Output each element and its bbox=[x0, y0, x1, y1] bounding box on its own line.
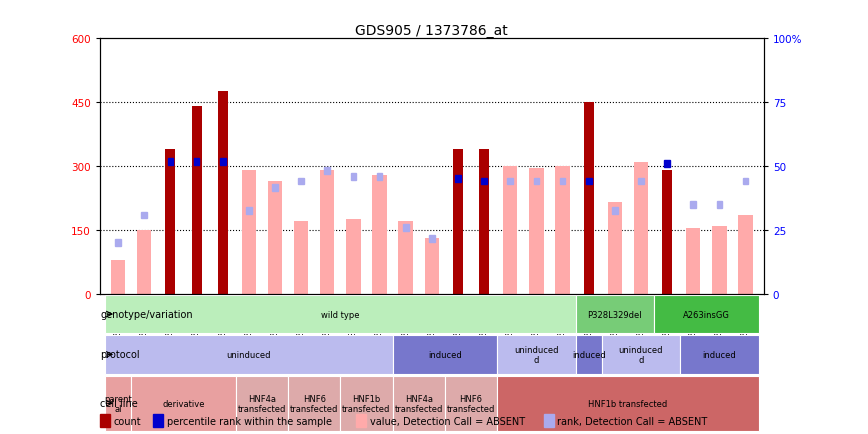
Text: HNF4a
transfected: HNF4a transfected bbox=[395, 394, 443, 413]
Bar bbox=[168, 159, 174, 166]
Bar bbox=[529, 169, 543, 294]
Bar bbox=[194, 159, 200, 166]
Bar bbox=[716, 201, 722, 208]
Bar bbox=[479, 150, 489, 294]
Bar bbox=[294, 222, 308, 294]
Bar bbox=[377, 174, 383, 181]
Bar bbox=[105, 376, 131, 431]
Bar bbox=[664, 161, 670, 168]
Bar bbox=[268, 181, 282, 294]
Bar bbox=[445, 376, 497, 431]
Bar bbox=[105, 335, 392, 374]
Bar bbox=[105, 295, 575, 334]
Bar bbox=[743, 178, 748, 185]
Text: rank, Detection Call = ABSENT: rank, Detection Call = ABSENT bbox=[557, 416, 707, 426]
Bar bbox=[686, 228, 700, 294]
Bar bbox=[608, 203, 622, 294]
Text: induced: induced bbox=[572, 350, 606, 359]
Bar bbox=[612, 208, 618, 215]
Text: count: count bbox=[113, 416, 141, 426]
Text: parent
al: parent al bbox=[104, 394, 132, 413]
Bar bbox=[560, 178, 565, 185]
Bar bbox=[154, 414, 163, 427]
Bar bbox=[340, 376, 392, 431]
Bar bbox=[602, 335, 681, 374]
Bar bbox=[218, 92, 227, 294]
Bar bbox=[115, 240, 121, 247]
Text: HNF6
transfected: HNF6 transfected bbox=[447, 394, 496, 413]
Bar bbox=[453, 150, 463, 294]
Bar bbox=[497, 376, 759, 431]
Bar bbox=[575, 295, 654, 334]
Bar bbox=[272, 184, 278, 191]
Bar bbox=[713, 226, 727, 294]
Text: HNF1b
transfected: HNF1b transfected bbox=[342, 394, 391, 413]
Text: uninduced: uninduced bbox=[227, 350, 271, 359]
Bar bbox=[534, 178, 539, 185]
Bar bbox=[392, 376, 445, 431]
Bar bbox=[503, 167, 517, 294]
Bar bbox=[403, 225, 409, 232]
Text: induced: induced bbox=[428, 350, 462, 359]
Bar bbox=[241, 171, 256, 294]
Bar bbox=[131, 376, 236, 431]
Text: HNF1b transfected: HNF1b transfected bbox=[589, 399, 667, 408]
Bar bbox=[220, 159, 226, 166]
Bar bbox=[583, 103, 594, 294]
Bar bbox=[481, 178, 487, 185]
Bar bbox=[690, 201, 696, 208]
Bar bbox=[357, 414, 366, 427]
Bar bbox=[497, 335, 575, 374]
Bar bbox=[372, 175, 387, 294]
Bar bbox=[662, 171, 672, 294]
Text: derivative: derivative bbox=[162, 399, 205, 408]
Bar bbox=[166, 150, 175, 294]
Text: P328L329del: P328L329del bbox=[588, 310, 642, 319]
Bar bbox=[192, 107, 201, 294]
Bar bbox=[299, 178, 304, 185]
Bar bbox=[141, 212, 148, 219]
Bar bbox=[346, 220, 360, 294]
Bar bbox=[246, 208, 252, 215]
Text: uninduced
d: uninduced d bbox=[514, 345, 559, 364]
Bar bbox=[508, 178, 513, 185]
Bar bbox=[654, 295, 759, 334]
Text: value, Detection Call = ABSENT: value, Detection Call = ABSENT bbox=[370, 416, 525, 426]
Text: induced: induced bbox=[702, 350, 736, 359]
Bar bbox=[236, 376, 288, 431]
Bar bbox=[634, 162, 648, 294]
Bar bbox=[325, 168, 330, 174]
Bar bbox=[586, 178, 592, 185]
Text: genotype/variation: genotype/variation bbox=[101, 309, 193, 319]
Bar bbox=[392, 335, 497, 374]
Bar bbox=[288, 376, 340, 431]
Bar bbox=[739, 216, 753, 294]
Text: HNF6
transfected: HNF6 transfected bbox=[290, 394, 339, 413]
Bar bbox=[351, 174, 356, 181]
Text: A263insGG: A263insGG bbox=[683, 310, 730, 319]
Bar bbox=[429, 236, 435, 242]
Bar bbox=[556, 167, 569, 294]
Text: HNF4a
transfected: HNF4a transfected bbox=[238, 394, 286, 413]
Bar bbox=[455, 176, 461, 183]
Bar bbox=[100, 414, 110, 427]
Bar bbox=[543, 414, 554, 427]
Text: cell line: cell line bbox=[101, 398, 138, 408]
Text: uninduced
d: uninduced d bbox=[619, 345, 663, 364]
Bar bbox=[111, 260, 125, 294]
Bar bbox=[638, 178, 644, 185]
Bar bbox=[424, 239, 439, 294]
Bar bbox=[681, 335, 759, 374]
Text: percentile rank within the sample: percentile rank within the sample bbox=[167, 416, 332, 426]
Text: protocol: protocol bbox=[101, 350, 140, 360]
Text: wild type: wild type bbox=[321, 310, 359, 319]
Bar bbox=[398, 222, 413, 294]
Bar bbox=[137, 230, 151, 294]
Title: GDS905 / 1373786_at: GDS905 / 1373786_at bbox=[356, 24, 508, 38]
Bar bbox=[575, 335, 602, 374]
Bar bbox=[320, 171, 334, 294]
